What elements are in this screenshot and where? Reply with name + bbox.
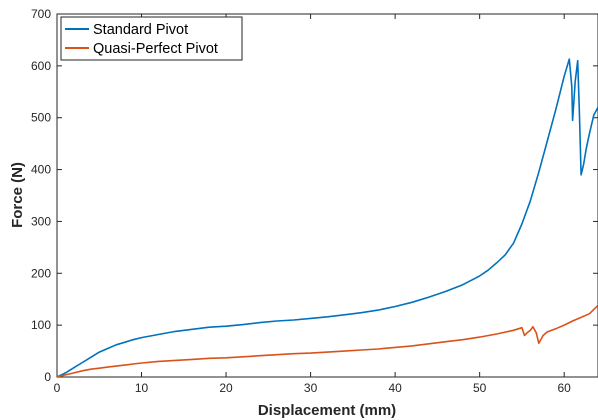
x-axis-label: Displacement (mm): [258, 402, 396, 419]
legend-entry: Standard Pivot: [93, 22, 188, 38]
series-lines: [57, 58, 598, 377]
x-tick-label: 40: [388, 381, 402, 395]
y-tick-label: 300: [31, 214, 51, 228]
y-tick-label: 400: [31, 163, 51, 177]
y-tick-label: 200: [31, 266, 51, 280]
y-tick-label: 600: [31, 59, 51, 73]
x-tick-label: 10: [135, 381, 149, 395]
x-tick-label: 0: [54, 381, 61, 395]
y-tick-label: 500: [31, 111, 51, 125]
x-tick-label: 50: [473, 381, 487, 395]
x-tick-label: 20: [219, 381, 233, 395]
legend: Standard Pivot Quasi-Perfect Pivot: [60, 16, 243, 61]
y-axis-label: Force (N): [9, 162, 26, 228]
y-tick-label: 0: [44, 370, 51, 384]
series-line-standard-pivot: [57, 58, 598, 377]
plot-area: [56, 13, 598, 378]
y-tick-label: 700: [31, 7, 51, 21]
x-tick-label: 30: [304, 381, 318, 395]
x-tick-label: 60: [558, 381, 572, 395]
legend-box: [60, 16, 243, 61]
series-line-quasi-perfect-pivot: [57, 304, 598, 377]
legend-entry: Quasi-Perfect Pivot: [93, 41, 218, 57]
y-tick-label: 100: [31, 318, 51, 332]
